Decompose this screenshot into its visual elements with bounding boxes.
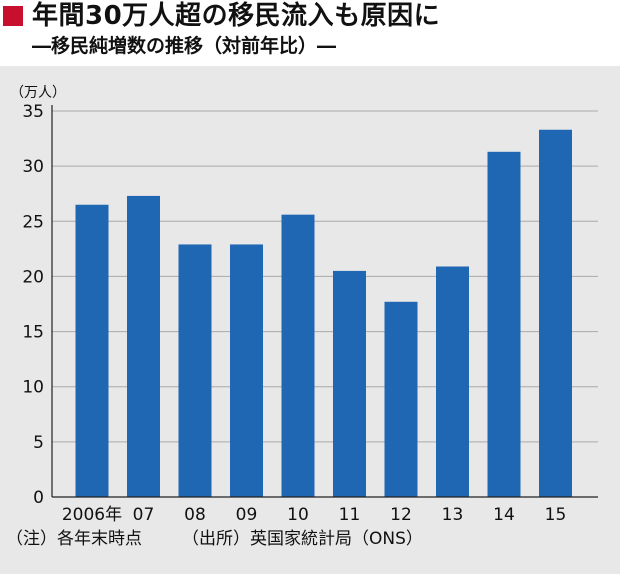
bar <box>230 244 263 497</box>
bar <box>333 270 366 497</box>
bar <box>539 129 572 497</box>
x-tick-label: 15 <box>545 505 567 525</box>
bar <box>75 204 109 497</box>
x-tick-label: 14 <box>493 505 515 525</box>
x-tick-label: 09 <box>236 505 258 525</box>
y-tick-label: 5 <box>33 433 44 453</box>
y-tick-label: 0 <box>33 488 44 508</box>
x-tick-label: 13 <box>442 505 464 525</box>
title-marker <box>3 6 23 26</box>
chart-subtitle: ―移民純増数の推移（対前年比）― <box>32 35 337 57</box>
y-tick-label: 30 <box>22 157 44 177</box>
y-unit-label: （万人） <box>10 85 66 101</box>
y-tick-label: 10 <box>22 378 44 398</box>
x-tick-label: 08 <box>184 505 206 525</box>
bar <box>281 214 315 497</box>
bar <box>436 266 469 497</box>
y-tick-label: 35 <box>22 102 44 122</box>
x-tick-label: 2006年 <box>62 505 122 525</box>
bar <box>127 195 160 498</box>
x-tick-label: 11 <box>339 505 361 525</box>
y-tick-label: 15 <box>22 323 44 343</box>
bar <box>487 151 521 497</box>
bars <box>75 129 572 498</box>
chart-title: 年間30万人超の移民流入も原因に <box>32 1 441 31</box>
bar <box>384 301 418 497</box>
axes: 0 5 10 15 20 25 30 35 2006年 07 08 09 10 11 12 13 14 15 <box>22 102 598 525</box>
bar <box>178 244 212 497</box>
y-tick-label: 20 <box>22 267 44 287</box>
chart-header: 年間30万人超の移民流入も原因に ―移民純増数の推移（対前年比）― <box>0 0 620 66</box>
x-tick-label: 07 <box>133 505 155 525</box>
x-tick-label: 12 <box>390 505 412 525</box>
source-note: （出所）英国家統計局（ONS） <box>182 529 423 549</box>
y-tick-label: 25 <box>22 212 44 232</box>
x-tick-label: 10 <box>287 505 309 525</box>
footnote: （注）各年末時点 <box>6 529 142 549</box>
